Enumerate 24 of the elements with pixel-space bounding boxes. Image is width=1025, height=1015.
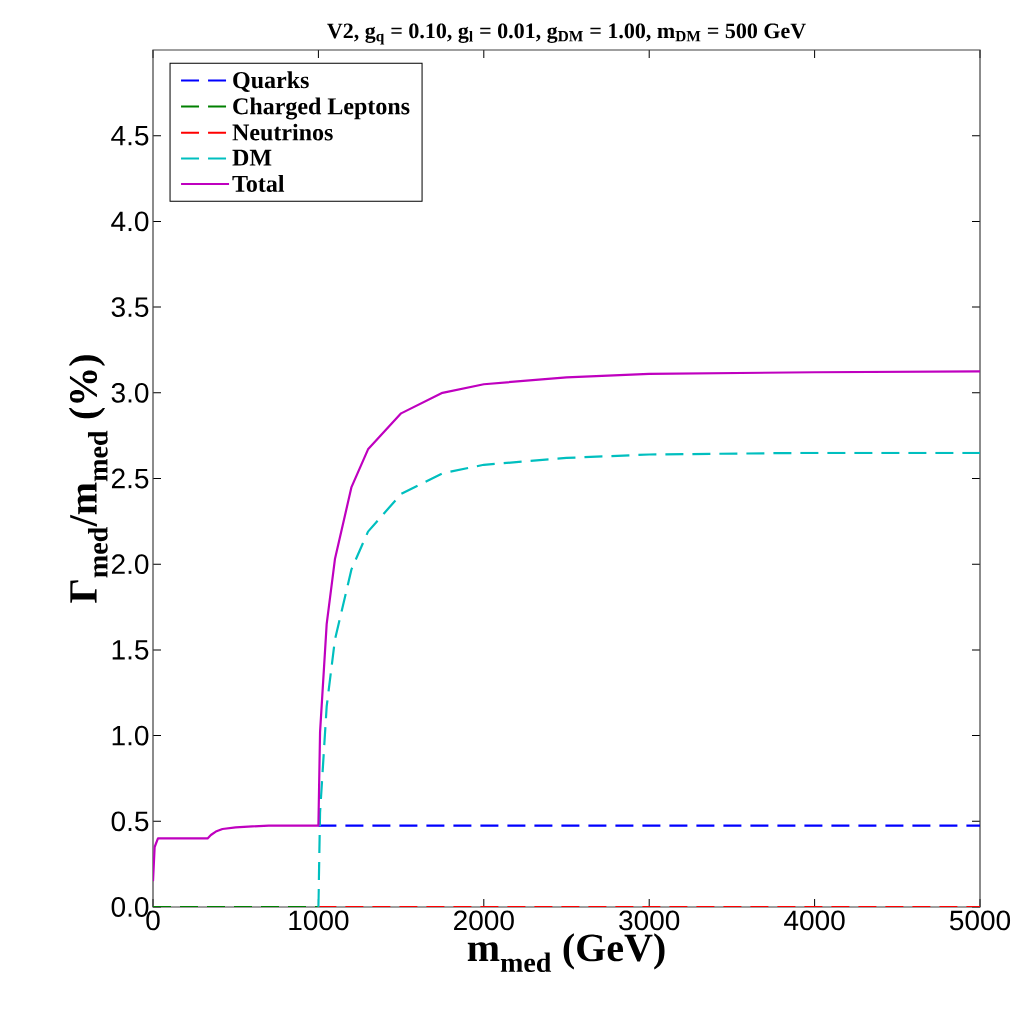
x-axis-title: m$_{med}$ (GeV) <box>467 933 665 973</box>
y-tick-label: 3.5 <box>111 297 149 317</box>
y-axis-title: Γ$_{med}$/m$_{med}$ (%) <box>68 355 108 603</box>
x-tick-label: 3000 <box>619 910 680 931</box>
legend-label: Quarks <box>233 71 309 92</box>
line-series <box>317 451 981 907</box>
y-tick-label: 2.0 <box>111 554 149 575</box>
legend-label: Charged Leptons <box>233 97 410 120</box>
line-series <box>153 370 981 883</box>
x-tick-label: 2000 <box>454 910 514 931</box>
x-tick-label: 5000 <box>949 910 1011 931</box>
legend-label: Total <box>232 175 285 192</box>
y-tick-label: 1.0 <box>112 725 149 746</box>
y-tick-label: 2.5 <box>111 468 149 489</box>
y-tick-label: 3.0 <box>111 382 149 403</box>
y-tick-label: 0.5 <box>111 811 149 832</box>
legend-label: Neutrinos <box>232 123 333 141</box>
legend-label: DM <box>232 149 272 166</box>
x-tick-label: 4000 <box>784 910 845 931</box>
y-tick-label: 4.0 <box>111 211 149 232</box>
y-tick-label: 4.5 <box>111 125 149 146</box>
x-tick-label: 1000 <box>289 910 349 931</box>
chart-title: V2, g$_{q}$ = 0.10, g$_{l}$ = 0.01, g$_{DM}$ = 1.00, m$_{DM}$ = 500 GeV <box>327 23 806 45</box>
y-tick-label: 1.5 <box>112 640 149 660</box>
